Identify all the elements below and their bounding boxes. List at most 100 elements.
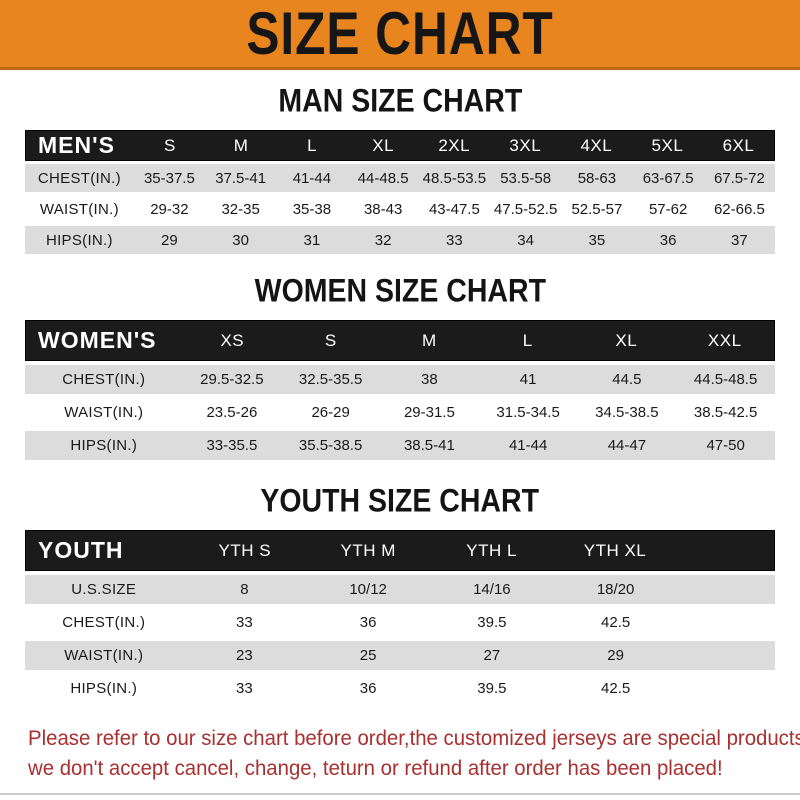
table-cell: 29: [161, 231, 178, 249]
column-header: M: [421, 330, 437, 350]
table-cell: 44-47: [607, 437, 647, 454]
table-cell: 35-38: [292, 200, 332, 218]
column-header: 6XL: [722, 135, 755, 155]
table-cell: 32.5-35.5: [298, 371, 363, 388]
table-cell: 33: [236, 614, 253, 631]
section-women: WOMEN SIZE CHART WOMEN'S XS S M L XL XXL CHEST(…: [0, 274, 800, 460]
column-header: XL: [615, 330, 638, 350]
column-header: XS: [220, 330, 245, 350]
table-cell: 41: [519, 371, 537, 388]
table-cell: 35-37.5: [143, 169, 195, 187]
table-cell: 29.5-32.5: [200, 371, 264, 388]
table-cell: 57-62: [648, 200, 688, 218]
column-header: YTH M: [340, 540, 396, 560]
table-cell: 38: [421, 371, 438, 388]
table-row: WAIST(IN.) 23 25 27 29: [25, 641, 775, 670]
men-heading-text: MAN SIZE CHART: [278, 83, 522, 120]
table-cell: 63-67.5: [642, 169, 694, 187]
column-header: XXL: [707, 330, 742, 350]
row-label: WAIST(IN.): [64, 647, 144, 664]
table-cell: 44.5-48.5: [693, 371, 758, 388]
table-cell: 43-47.5: [428, 200, 480, 218]
table-cell: 14/16: [473, 581, 511, 598]
section-youth: YOUTH SIZE CHART YOUTH YTH S YTH M YTH L YTH…: [0, 484, 800, 703]
table-cell: 58-63: [577, 169, 617, 187]
table-cell: 30: [232, 231, 249, 249]
table-cell: 41-44: [292, 169, 332, 187]
table-cell: 37: [731, 231, 748, 249]
section-men: MAN SIZE CHART MEN'S S M L XL 2XL 3XL 4XL 5XL 6XL…: [0, 83, 800, 254]
table-cell: 38.5-41: [403, 437, 455, 454]
women-size-table: WOMEN'S XS S M L XL XXL CHEST(IN.) 29.5-32.5 32.5…: [25, 320, 775, 460]
table-cell: 31: [303, 231, 321, 249]
column-header: YTH L: [466, 540, 517, 560]
row-label: HIPS(IN.): [45, 231, 113, 249]
table-cell: 39.5: [477, 680, 507, 697]
table-cell: 67.5-72: [713, 169, 765, 187]
table-cell: 8: [240, 581, 249, 598]
table-cell: 53.5-58: [500, 169, 552, 187]
table-cell: 39.5: [477, 614, 507, 631]
column-header: 5XL: [651, 135, 684, 155]
row-label: CHEST(IN.): [62, 614, 146, 631]
table-row: WAIST(IN.) 29-32 32-35 35-38 38-43 43-47.5 47.…: [25, 195, 775, 223]
table-header-row: MEN'S S M L XL 2XL 3XL 4XL 5XL 6XL: [25, 130, 775, 161]
row-label: U.S.SIZE: [71, 581, 137, 598]
table-row: HIPS(IN.) 33 36 39.5 42.5: [25, 674, 775, 703]
column-header: YTH S: [218, 540, 272, 560]
table-cell: 38.5-42.5: [693, 404, 758, 421]
table-cell: 29-31.5: [403, 404, 455, 421]
column-header: XL: [372, 135, 395, 155]
table-cell: 36: [359, 680, 377, 697]
table-cell: 34: [517, 231, 534, 249]
table-cell: 52.5-57: [571, 200, 623, 218]
table-cell: 47-50: [706, 437, 745, 454]
table-title: YOUTH: [38, 537, 124, 563]
table-row: HIPS(IN.) 29 30 31 32 33 34 35 36 37: [25, 226, 775, 254]
table-cell: 18/20: [596, 581, 635, 598]
column-header: S: [164, 135, 176, 155]
women-size-chart-heading: WOMEN SIZE CHART: [0, 274, 800, 310]
table-cell: 38-43: [363, 200, 403, 218]
row-label: HIPS(IN.): [70, 680, 138, 697]
table-cell: 33: [446, 231, 463, 249]
column-header: 2XL: [438, 135, 471, 155]
bottom-divider: [0, 793, 800, 795]
table-cell: 31.5-34.5: [496, 404, 560, 421]
column-header: YTH XL: [583, 540, 647, 560]
table-cell: 29-32: [150, 200, 189, 218]
table-title: MEN'S: [38, 132, 115, 158]
table-cell: 41-44: [508, 437, 548, 454]
men-size-chart-heading: MAN SIZE CHART: [0, 83, 800, 120]
table-cell: 32: [374, 231, 392, 249]
column-header: S: [324, 330, 337, 350]
table-title: WOMEN'S: [38, 327, 157, 353]
table-cell: 33: [236, 680, 253, 697]
table-cell: 25: [359, 647, 377, 664]
table-cell: 42.5: [601, 614, 631, 631]
row-label: WAIST(IN.): [39, 200, 119, 218]
footer-note-line-2: we don't accept cancel, change, teturn o…: [28, 757, 723, 781]
table-cell: 34.5-38.5: [595, 404, 659, 421]
table-cell: 47.5-52.5: [493, 200, 558, 218]
row-label: WAIST(IN.): [64, 404, 144, 421]
youth-size-table: YOUTH YTH S YTH M YTH L YTH XL U.S.SIZE 8 10/12…: [25, 530, 775, 703]
table-cell: 42.5: [601, 680, 631, 697]
men-size-table: MEN'S S M L XL 2XL 3XL 4XL 5XL 6XL CHEST(IN.) 35-37…: [25, 130, 775, 254]
footer-note-line-1: Please refer to our size chart before or…: [28, 727, 800, 750]
table-row: CHEST(IN.) 35-37.5 37.5-41 41-44 44-48.5 48.5…: [25, 164, 775, 192]
table-cell: 33-35.5: [206, 437, 258, 454]
table-cell: 23.5-26: [206, 404, 258, 421]
footer-note: Please refer to our size chart before or…: [28, 724, 800, 785]
column-header: M: [233, 135, 249, 155]
table-row: CHEST(IN.) 33 36 39.5 42.5: [25, 608, 775, 637]
column-header: L: [522, 330, 533, 350]
table-cell: 35.5-38.5: [298, 437, 363, 454]
row-label: CHEST(IN.): [62, 371, 146, 388]
table-cell: 36: [359, 614, 377, 631]
row-label: CHEST(IN.): [37, 169, 121, 187]
table-cell: 62-66.5: [713, 200, 765, 218]
table-cell: 48.5-53.5: [422, 169, 487, 187]
banner-title: SIZE CHART: [246, 0, 554, 68]
